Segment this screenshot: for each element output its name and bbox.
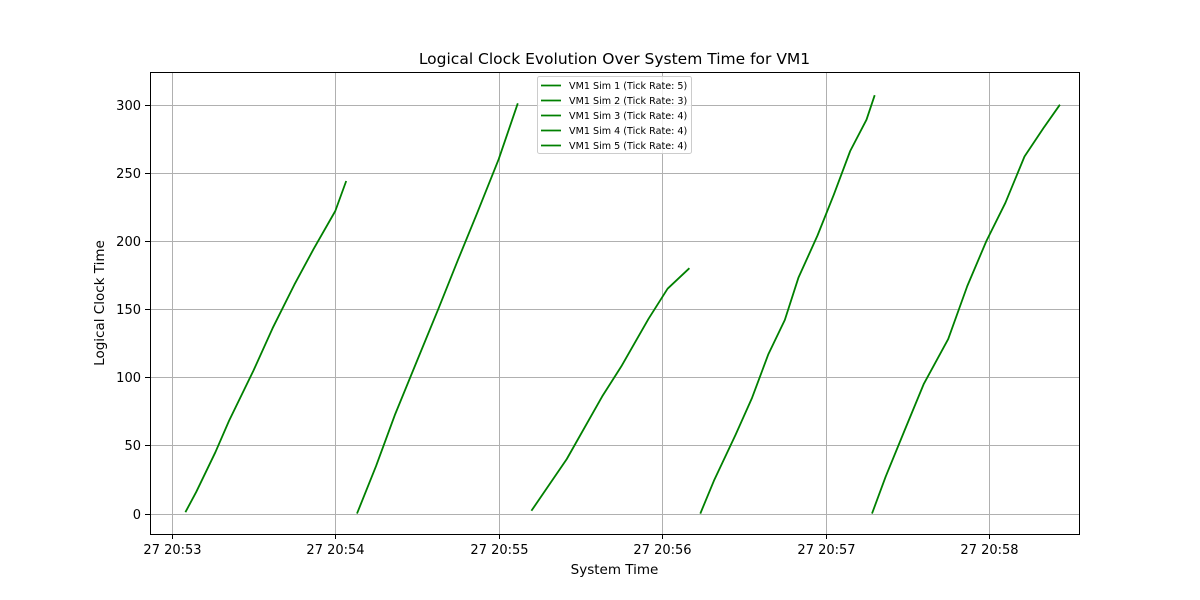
y-tick-label: 50 (124, 439, 141, 454)
legend-label: VM1 Sim 1 (Tick Rate: 5) (569, 81, 687, 92)
legend: VM1 Sim 1 (Tick Rate: 5) VM1 Sim 2 (Tick … (537, 76, 692, 154)
y-tick-label: 300 (116, 99, 141, 114)
series-line-sim-1 (184, 180, 348, 513)
series-lines (184, 94, 1061, 514)
legend-label: VM1 Sim 3 (Tick Rate: 4) (569, 111, 687, 122)
x-tick-label: 27 20:54 (306, 543, 364, 558)
legend-label: VM1 Sim 5 (Tick Rate: 4) (569, 141, 687, 152)
y-axis-ticks: 0 50 100 150 200 250 300 (116, 99, 150, 523)
series-line-sim-5 (871, 104, 1061, 514)
x-tick-label: 27 20:56 (633, 543, 691, 558)
series-line-sim-4 (699, 94, 876, 514)
x-tick-label: 27 20:55 (470, 543, 528, 558)
x-axis-label: System Time (571, 562, 659, 578)
x-axis-ticks: 27 20:53 27 20:54 27 20:55 27 20:56 27 20:57… (143, 534, 1019, 558)
legend-label: VM1 Sim 4 (Tick Rate: 4) (569, 126, 687, 137)
series-line-sim-3 (530, 267, 691, 512)
x-tick-label: 27 20:53 (143, 543, 201, 558)
legend-box (537, 76, 692, 154)
y-tick-label: 250 (116, 167, 141, 182)
plot-frame (150, 72, 1080, 535)
legend-label: VM1 Sim 2 (Tick Rate: 3) (569, 96, 687, 107)
y-axis-label: Logical Clock Time (92, 240, 108, 366)
y-tick-label: 200 (116, 235, 141, 250)
legend-items: VM1 Sim 1 (Tick Rate: 5) VM1 Sim 2 (Tick … (541, 81, 687, 152)
y-tick-label: 0 (133, 508, 141, 523)
x-tick-label: 27 20:58 (960, 543, 1018, 558)
y-tick-label: 150 (116, 303, 141, 318)
chart-title: Logical Clock Evolution Over System Time… (419, 50, 810, 68)
x-tick-label: 27 20:57 (797, 543, 855, 558)
y-tick-label: 100 (116, 371, 141, 386)
series-line-sim-2 (356, 103, 519, 514)
